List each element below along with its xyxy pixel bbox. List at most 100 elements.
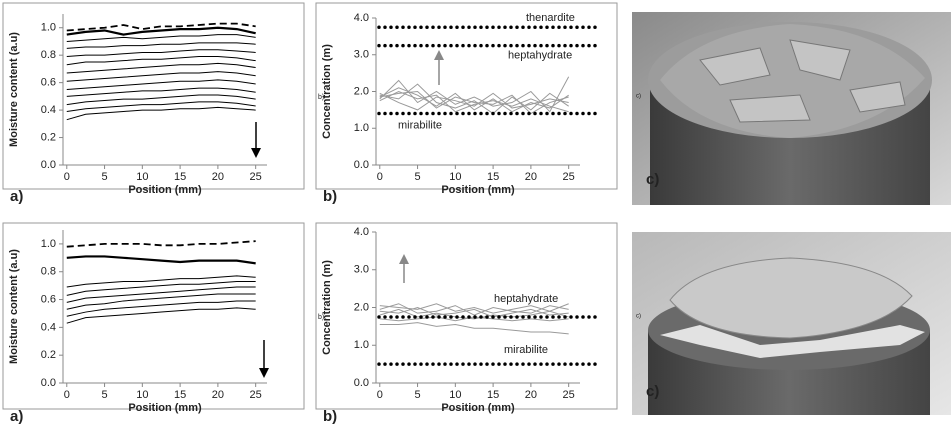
panel-frame [2, 222, 305, 410]
y-tick-label: 0.8 [41, 49, 56, 61]
y-tick-label: 4.0 [354, 12, 369, 24]
y-axis-title: Concentration (m) [321, 44, 333, 139]
data-line [379, 90, 569, 115]
x-axis-title: Position (mm) [441, 402, 515, 414]
efflorescence [660, 325, 925, 358]
photo [632, 12, 951, 205]
reference-label: mirabilite [504, 344, 548, 356]
y-tick-label: 0.2 [41, 131, 56, 143]
y-tick-label: 3.0 [354, 264, 369, 276]
panel-frame [315, 222, 618, 410]
data-line [66, 286, 256, 303]
y-tick-label: 0.2 [41, 349, 56, 361]
y-tick-label: 3.0 [354, 49, 369, 61]
data-line [66, 280, 256, 296]
data-line [66, 71, 256, 82]
data-line [66, 94, 256, 106]
x-tick-label: 15 [174, 171, 186, 183]
x-tick-label: 15 [487, 389, 499, 401]
data-line [66, 49, 256, 58]
reference-label: heptahydrate [494, 293, 558, 305]
panel-label: a) [10, 188, 23, 205]
x-tick-label: 10 [449, 171, 461, 183]
x-tick-label: 20 [525, 171, 537, 183]
data-line [66, 34, 256, 42]
y-tick-label: 2.0 [354, 301, 369, 313]
x-tick-label: 5 [101, 171, 107, 183]
panel-label: a) [10, 408, 23, 425]
data-line [66, 240, 256, 248]
x-tick-label: 10 [136, 389, 148, 401]
y-axis-title: Moisture content (a.u) [8, 32, 20, 147]
x-tick-label: 5 [414, 171, 420, 183]
y-tick-label: 0.0 [354, 377, 369, 389]
data-line [66, 79, 256, 90]
arrow [259, 340, 269, 378]
data-line [66, 56, 256, 66]
data-line [379, 303, 569, 314]
y-tick-label: 0.6 [41, 293, 56, 305]
x-tick-label: 0 [377, 171, 383, 183]
y-tick-label: 0.4 [41, 104, 56, 116]
data-line [66, 300, 256, 317]
x-tick-label: 20 [525, 389, 537, 401]
x-tick-label: 15 [487, 171, 499, 183]
data-line [379, 83, 569, 115]
x-axis-title: Position (mm) [441, 184, 515, 196]
data-line [66, 26, 256, 36]
data-line [66, 307, 256, 324]
panel-frame [2, 2, 305, 190]
y-tick-label: 1.0 [41, 238, 56, 250]
data-line [66, 293, 256, 310]
photo-inset-label: c) [636, 94, 641, 100]
inset-label: b) [318, 314, 324, 321]
panel-label: b) [323, 408, 337, 425]
x-tick-label: 10 [449, 389, 461, 401]
x-tick-label: 25 [250, 389, 262, 401]
x-tick-label: 20 [212, 171, 224, 183]
arrow [251, 122, 261, 158]
y-tick-label: 0.0 [41, 377, 56, 389]
panel-label: b) [323, 188, 337, 205]
y-tick-label: 1.0 [354, 339, 369, 351]
data-line [379, 303, 569, 316]
y-tick-label: 0.6 [41, 77, 56, 89]
data-line [66, 87, 256, 97]
data-line [379, 308, 569, 320]
photo-label: c) [646, 383, 659, 400]
y-axis-title: Moisture content (a.u) [8, 249, 20, 364]
x-tick-label: 0 [64, 171, 70, 183]
x-tick-label: 10 [136, 171, 148, 183]
x-tick-label: 0 [377, 389, 383, 401]
panel-frame [315, 2, 618, 190]
y-tick-label: 0.8 [41, 266, 56, 278]
photo [632, 232, 951, 415]
photo-inset-label: c) [636, 314, 641, 320]
data-line [379, 306, 569, 318]
x-tick-label: 25 [563, 171, 575, 183]
x-tick-label: 5 [101, 389, 107, 401]
y-axis-title: Concentration (m) [321, 260, 333, 355]
arrow [434, 50, 444, 85]
x-tick-label: 25 [250, 171, 262, 183]
reference-label: heptahydrate [508, 49, 572, 61]
data-line [66, 42, 256, 49]
reference-label: thenardite [526, 12, 575, 24]
photo-label: c) [646, 171, 659, 188]
data-line [66, 101, 256, 112]
y-tick-label: 2.0 [354, 85, 369, 97]
data-line [66, 22, 256, 32]
x-axis-title: Position (mm) [128, 184, 202, 196]
x-tick-label: 20 [212, 389, 224, 401]
data-line [66, 255, 256, 265]
x-tick-label: 25 [563, 389, 575, 401]
data-line [379, 92, 569, 111]
data-line [66, 62, 256, 74]
data-line [66, 275, 256, 288]
flakes [699, 39, 906, 123]
data-line [379, 322, 569, 335]
crust-plate [669, 257, 913, 339]
arrow [399, 254, 409, 283]
x-tick-label: 15 [174, 389, 186, 401]
